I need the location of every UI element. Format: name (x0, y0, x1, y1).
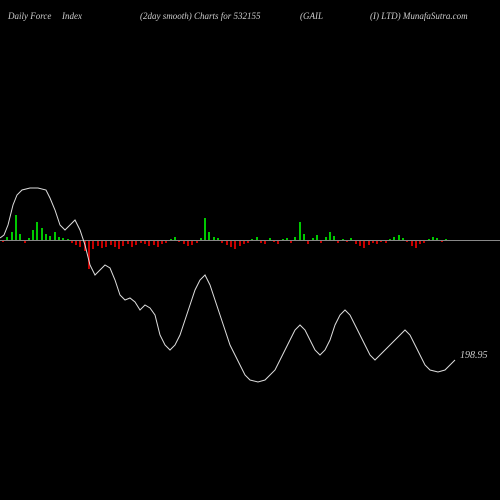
title-3: (2day smooth) Charts for 532155 (140, 11, 261, 21)
price-line (0, 30, 500, 470)
chart-area: 198.95 (0, 30, 500, 470)
price-label: 198.95 (460, 350, 488, 361)
title-4: (GAIL (300, 11, 323, 21)
title-2: Index (62, 11, 82, 21)
title-5: (I) LTD) MunafaSutra.com (370, 11, 468, 21)
chart-header: Daily Force Index (2day smooth) Charts f… (0, 6, 500, 26)
title-1: Daily Force (8, 11, 51, 21)
